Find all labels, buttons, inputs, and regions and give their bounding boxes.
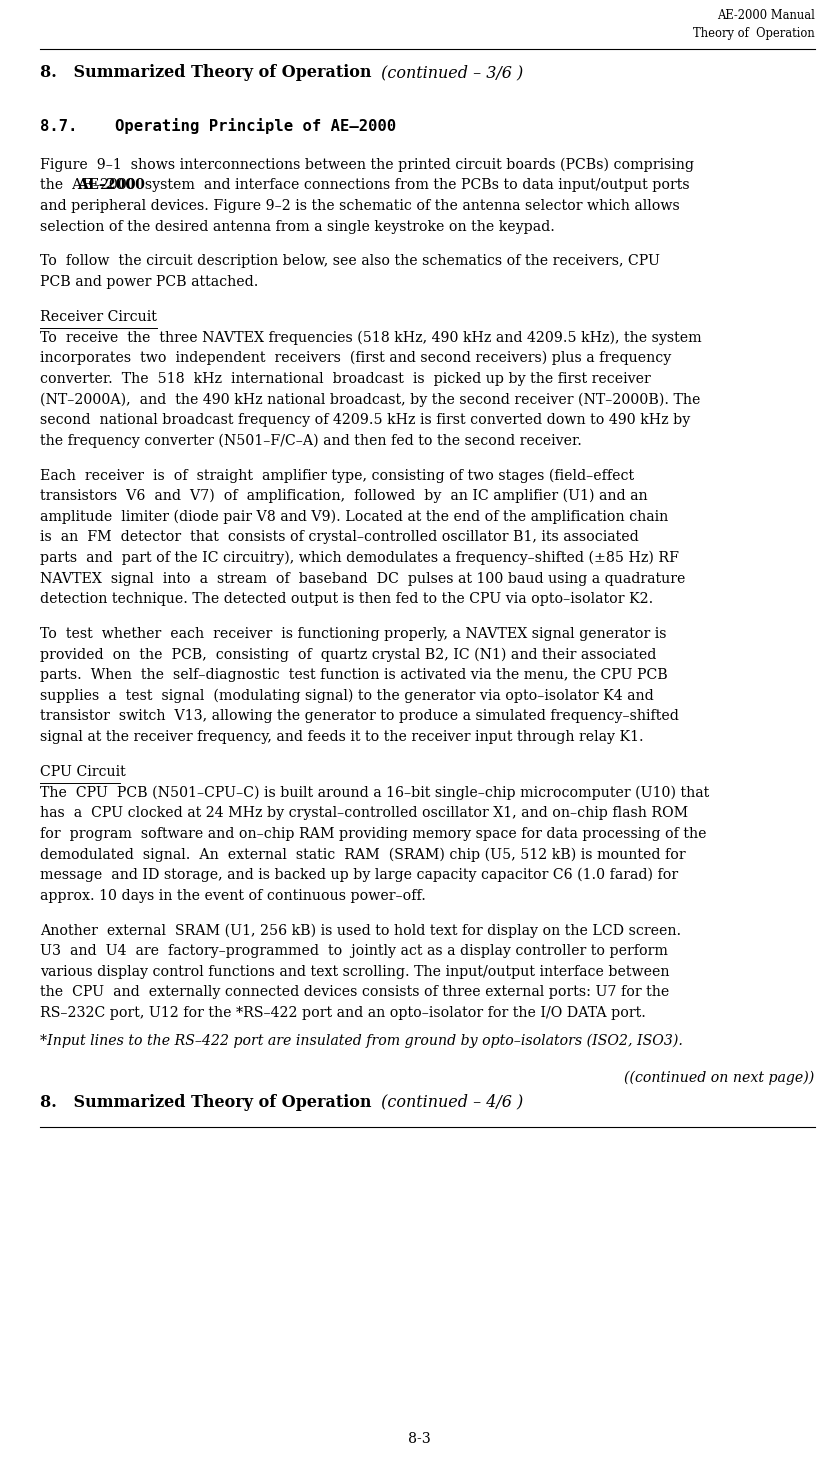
Text: for  program  software and on–chip RAM providing memory space for data processin: for program software and on–chip RAM pro… xyxy=(40,827,706,840)
Text: (continued – 4/6 ): (continued – 4/6 ) xyxy=(375,1094,523,1110)
Text: selection of the desired antenna from a single keystroke on the keypad.: selection of the desired antenna from a … xyxy=(40,219,555,234)
Text: (continued – 3/6 ): (continued – 3/6 ) xyxy=(375,64,523,82)
Text: is  an  FM  detector  that  consists of crystal–controlled oscillator B1, its as: is an FM detector that consists of cryst… xyxy=(40,530,639,543)
Text: 8-3: 8-3 xyxy=(407,1432,431,1446)
Text: Receiver Circuit: Receiver Circuit xyxy=(40,310,157,323)
Text: has  a  CPU clocked at 24 MHz by crystal–controlled oscillator X1, and on–chip f: has a CPU clocked at 24 MHz by crystal–c… xyxy=(40,806,688,820)
Text: Another  external  SRAM (U1, 256 kB) is used to hold text for display on the LCD: Another external SRAM (U1, 256 kB) is us… xyxy=(40,923,681,938)
Text: provided  on  the  PCB,  consisting  of  quartz crystal B2, IC (N1) and their as: provided on the PCB, consisting of quart… xyxy=(40,647,657,662)
Text: the frequency converter (N501–F/C–A) and then fed to the second receiver.: the frequency converter (N501–F/C–A) and… xyxy=(40,434,582,449)
Text: and peripheral devices. Figure 9–2 is the schematic of the antenna selector whic: and peripheral devices. Figure 9–2 is th… xyxy=(40,199,680,213)
Text: second  national broadcast frequency of 4209.5 kHz is first converted down to 49: second national broadcast frequency of 4… xyxy=(40,413,691,427)
Text: To  receive  the  three NAVTEX frequencies (518 kHz, 490 kHz and 4209.5 kHz), th: To receive the three NAVTEX frequencies … xyxy=(40,330,702,345)
Text: 8.7.    Operating Principle of AE–2000: 8.7. Operating Principle of AE–2000 xyxy=(40,118,396,134)
Text: parts  and  part of the IC circuitry), which demodulates a frequency–shifted (±8: parts and part of the IC circuitry), whi… xyxy=(40,551,680,565)
Text: (NT–2000A),  and  the 490 kHz national broadcast, by the second receiver (NT–200: (NT–2000A), and the 490 kHz national bro… xyxy=(40,392,701,406)
Text: ((continued on next page)): ((continued on next page)) xyxy=(624,1071,815,1086)
Text: parts.  When  the  self–diagnostic  test function is activated via the menu, the: parts. When the self–diagnostic test fun… xyxy=(40,668,668,682)
Text: NAVTEX  signal  into  a  stream  of  baseband  DC  pulses at 100 baud using a qu: NAVTEX signal into a stream of baseband … xyxy=(40,571,685,586)
Text: *Input lines to the RS–422 port are insulated from ground by opto–isolators (ISO: *Input lines to the RS–422 port are insu… xyxy=(40,1033,683,1048)
Text: the  CPU  and  externally connected devices consists of three external ports: U7: the CPU and externally connected devices… xyxy=(40,985,670,999)
Text: approx. 10 days in the event of continuous power–off.: approx. 10 days in the event of continuo… xyxy=(40,888,426,903)
Text: converter.  The  518  kHz  international  broadcast  is  picked up by the first : converter. The 518 kHz international bro… xyxy=(40,371,651,386)
Text: Figure  9–1  shows interconnections between the printed circuit boards (PCBs) co: Figure 9–1 shows interconnections betwee… xyxy=(40,158,694,172)
Text: transistors  V6  and  V7)  of  amplification,  followed  by  an IC amplifier (U1: transistors V6 and V7) of amplification,… xyxy=(40,489,648,503)
Text: demodulated  signal.  An  external  static  RAM  (SRAM) chip (U5, 512 kB) is mou: demodulated signal. An external static R… xyxy=(40,847,685,862)
Text: transistor  switch  V13, allowing the generator to produce a simulated frequency: transistor switch V13, allowing the gene… xyxy=(40,710,679,723)
Text: message  and ID storage, and is backed up by large capacity capacitor C6 (1.0 fa: message and ID storage, and is backed up… xyxy=(40,868,678,882)
Text: AE-2000 Manual: AE-2000 Manual xyxy=(716,9,815,22)
Text: various display control functions and text scrolling. The input/output interface: various display control functions and te… xyxy=(40,964,670,979)
Text: Theory of  Operation: Theory of Operation xyxy=(693,26,815,39)
Text: 8.   Summarized Theory of Operation: 8. Summarized Theory of Operation xyxy=(40,1094,372,1110)
Text: supplies  a  test  signal  (modulating signal) to the generator via opto–isolato: supplies a test signal (modulating signa… xyxy=(40,688,654,703)
Text: 8.   Summarized Theory of Operation: 8. Summarized Theory of Operation xyxy=(40,64,372,82)
Text: Each  receiver  is  of  straight  amplifier type, consisting of two stages (fiel: Each receiver is of straight amplifier t… xyxy=(40,468,634,482)
Text: amplitude  limiter (diode pair V8 and V9). Located at the end of the amplificati: amplitude limiter (diode pair V8 and V9)… xyxy=(40,510,669,524)
Text: signal at the receiver frequency, and feeds it to the receiver input through rel: signal at the receiver frequency, and fe… xyxy=(40,730,644,744)
Text: detection technique. The detected output is then fed to the CPU via opto–isolato: detection technique. The detected output… xyxy=(40,592,654,606)
Text: incorporates  two  independent  receivers  (first and second receivers) plus a f: incorporates two independent receivers (… xyxy=(40,351,671,365)
Text: CPU Circuit: CPU Circuit xyxy=(40,764,126,779)
Text: RS–232C port, U12 for the *RS–422 port and an opto–isolator for the I/O DATA por: RS–232C port, U12 for the *RS–422 port a… xyxy=(40,1007,646,1020)
Text: the  AE–2000  system  and interface connections from the PCBs to data input/outp: the AE–2000 system and interface connect… xyxy=(40,178,690,193)
Text: U3  and  U4  are  factory–programmed  to  jointly act as a display controller to: U3 and U4 are factory–programmed to join… xyxy=(40,944,668,958)
Text: AE–2000: AE–2000 xyxy=(77,178,145,193)
Text: To  test  whether  each  receiver  is functioning properly, a NAVTEX signal gene: To test whether each receiver is functio… xyxy=(40,627,667,641)
Text: The  CPU  PCB (N501–CPU–C) is built around a 16–bit single–chip microcomputer (U: The CPU PCB (N501–CPU–C) is built around… xyxy=(40,786,710,799)
Text: To  follow  the circuit description below, see also the schematics of the receiv: To follow the circuit description below,… xyxy=(40,254,660,269)
Text: PCB and power PCB attached.: PCB and power PCB attached. xyxy=(40,275,259,289)
